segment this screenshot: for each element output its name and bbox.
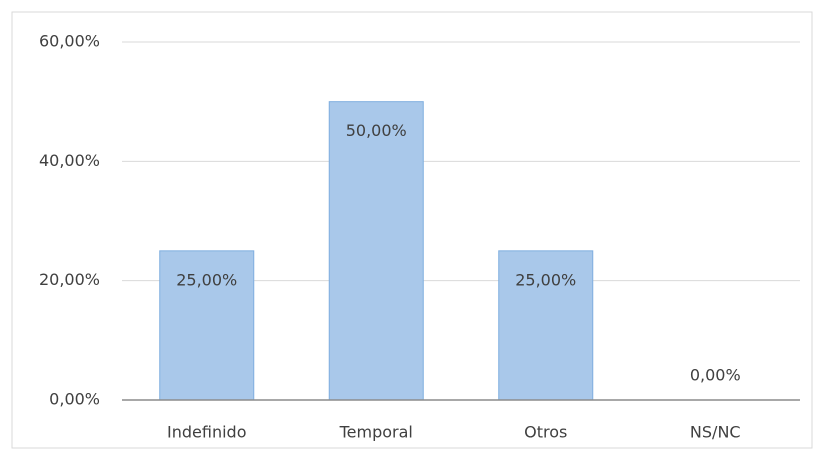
y-tick-label: 0,00% (49, 390, 100, 409)
x-tick-label: Otros (524, 423, 567, 442)
value-label: 25,00% (176, 270, 237, 289)
x-tick-label: NS/NC (690, 423, 741, 442)
bar (498, 250, 594, 401)
value-label: 50,00% (346, 121, 407, 140)
y-tick-label: 60,00% (39, 32, 100, 51)
value-label: 25,00% (515, 270, 576, 289)
x-tick-label: Indefinido (167, 423, 246, 442)
y-tick-label: 20,00% (39, 270, 100, 289)
value-label: 0,00% (690, 366, 741, 385)
x-tick-label: Temporal (339, 423, 413, 442)
y-tick-label: 40,00% (39, 151, 100, 170)
bar (328, 101, 424, 401)
